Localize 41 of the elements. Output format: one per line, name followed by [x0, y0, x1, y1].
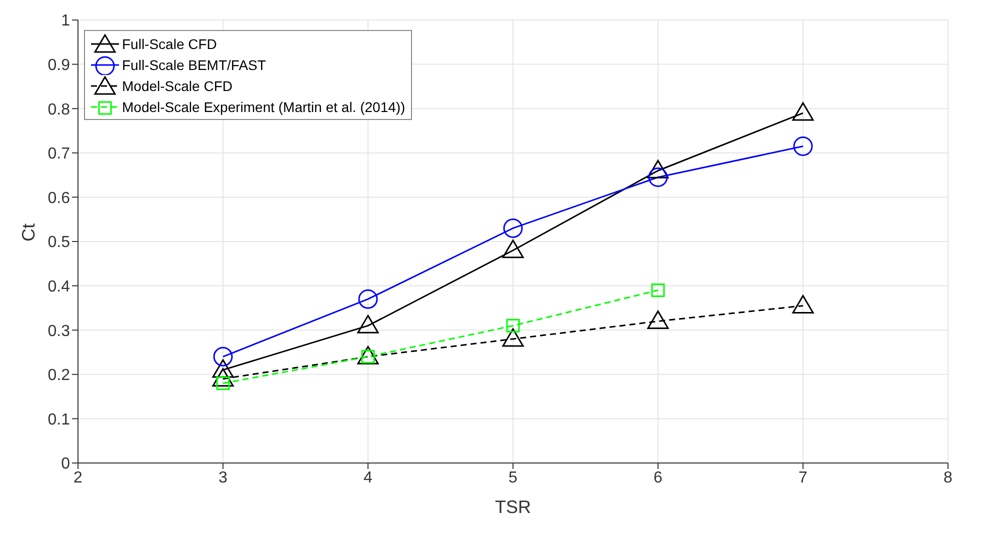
x-tick-label: 7 — [798, 469, 808, 486]
point — [648, 168, 668, 188]
x-tick-label: 4 — [364, 469, 373, 486]
point — [502, 328, 524, 347]
point — [647, 160, 669, 178]
point — [503, 218, 523, 238]
y-tick-label: 0.5 — [48, 234, 70, 252]
y-tick-label: 0.4 — [48, 278, 70, 296]
y-axis-title: Ct — [18, 224, 38, 242]
y-tick-label: 0.8 — [48, 101, 70, 118]
y-tick-label: 0 — [61, 456, 70, 473]
y-tick-label: 0.2 — [48, 367, 70, 384]
y-tick-label: 0.7 — [48, 146, 70, 163]
point — [647, 310, 669, 329]
point — [213, 346, 233, 366]
legend-label: Model-Scale CFD — [122, 78, 232, 94]
legend-label: Full-Scale BEMT/FAST — [122, 56, 266, 72]
x-tick-label: 8 — [944, 469, 953, 486]
point — [357, 346, 379, 364]
point — [793, 136, 813, 156]
point — [502, 240, 524, 258]
x-tick-label: 6 — [654, 469, 663, 486]
y-tick-label: 0.1 — [48, 411, 70, 428]
y-tick-label: 0.3 — [48, 322, 70, 340]
x-tick-label: 2 — [74, 469, 83, 486]
point — [651, 283, 665, 297]
y-tick-label: 0.9 — [48, 56, 70, 74]
y-tick-label: 0.6 — [48, 190, 70, 207]
x-axis-title: TSR — [495, 497, 531, 517]
legend-label: Model-Scale Experiment (Martin et al. (2014)) — [122, 98, 406, 114]
point — [506, 318, 520, 332]
legend-label: Full-Scale CFD — [122, 36, 217, 52]
x-tick-label: 5 — [508, 469, 518, 486]
point — [792, 294, 814, 314]
point — [792, 102, 814, 121]
point — [358, 289, 378, 309]
y-tick-label: 1 — [61, 12, 70, 30]
point — [357, 314, 379, 334]
point — [212, 359, 234, 378]
point — [212, 368, 234, 387]
x-tick-label: 3 — [218, 469, 228, 486]
